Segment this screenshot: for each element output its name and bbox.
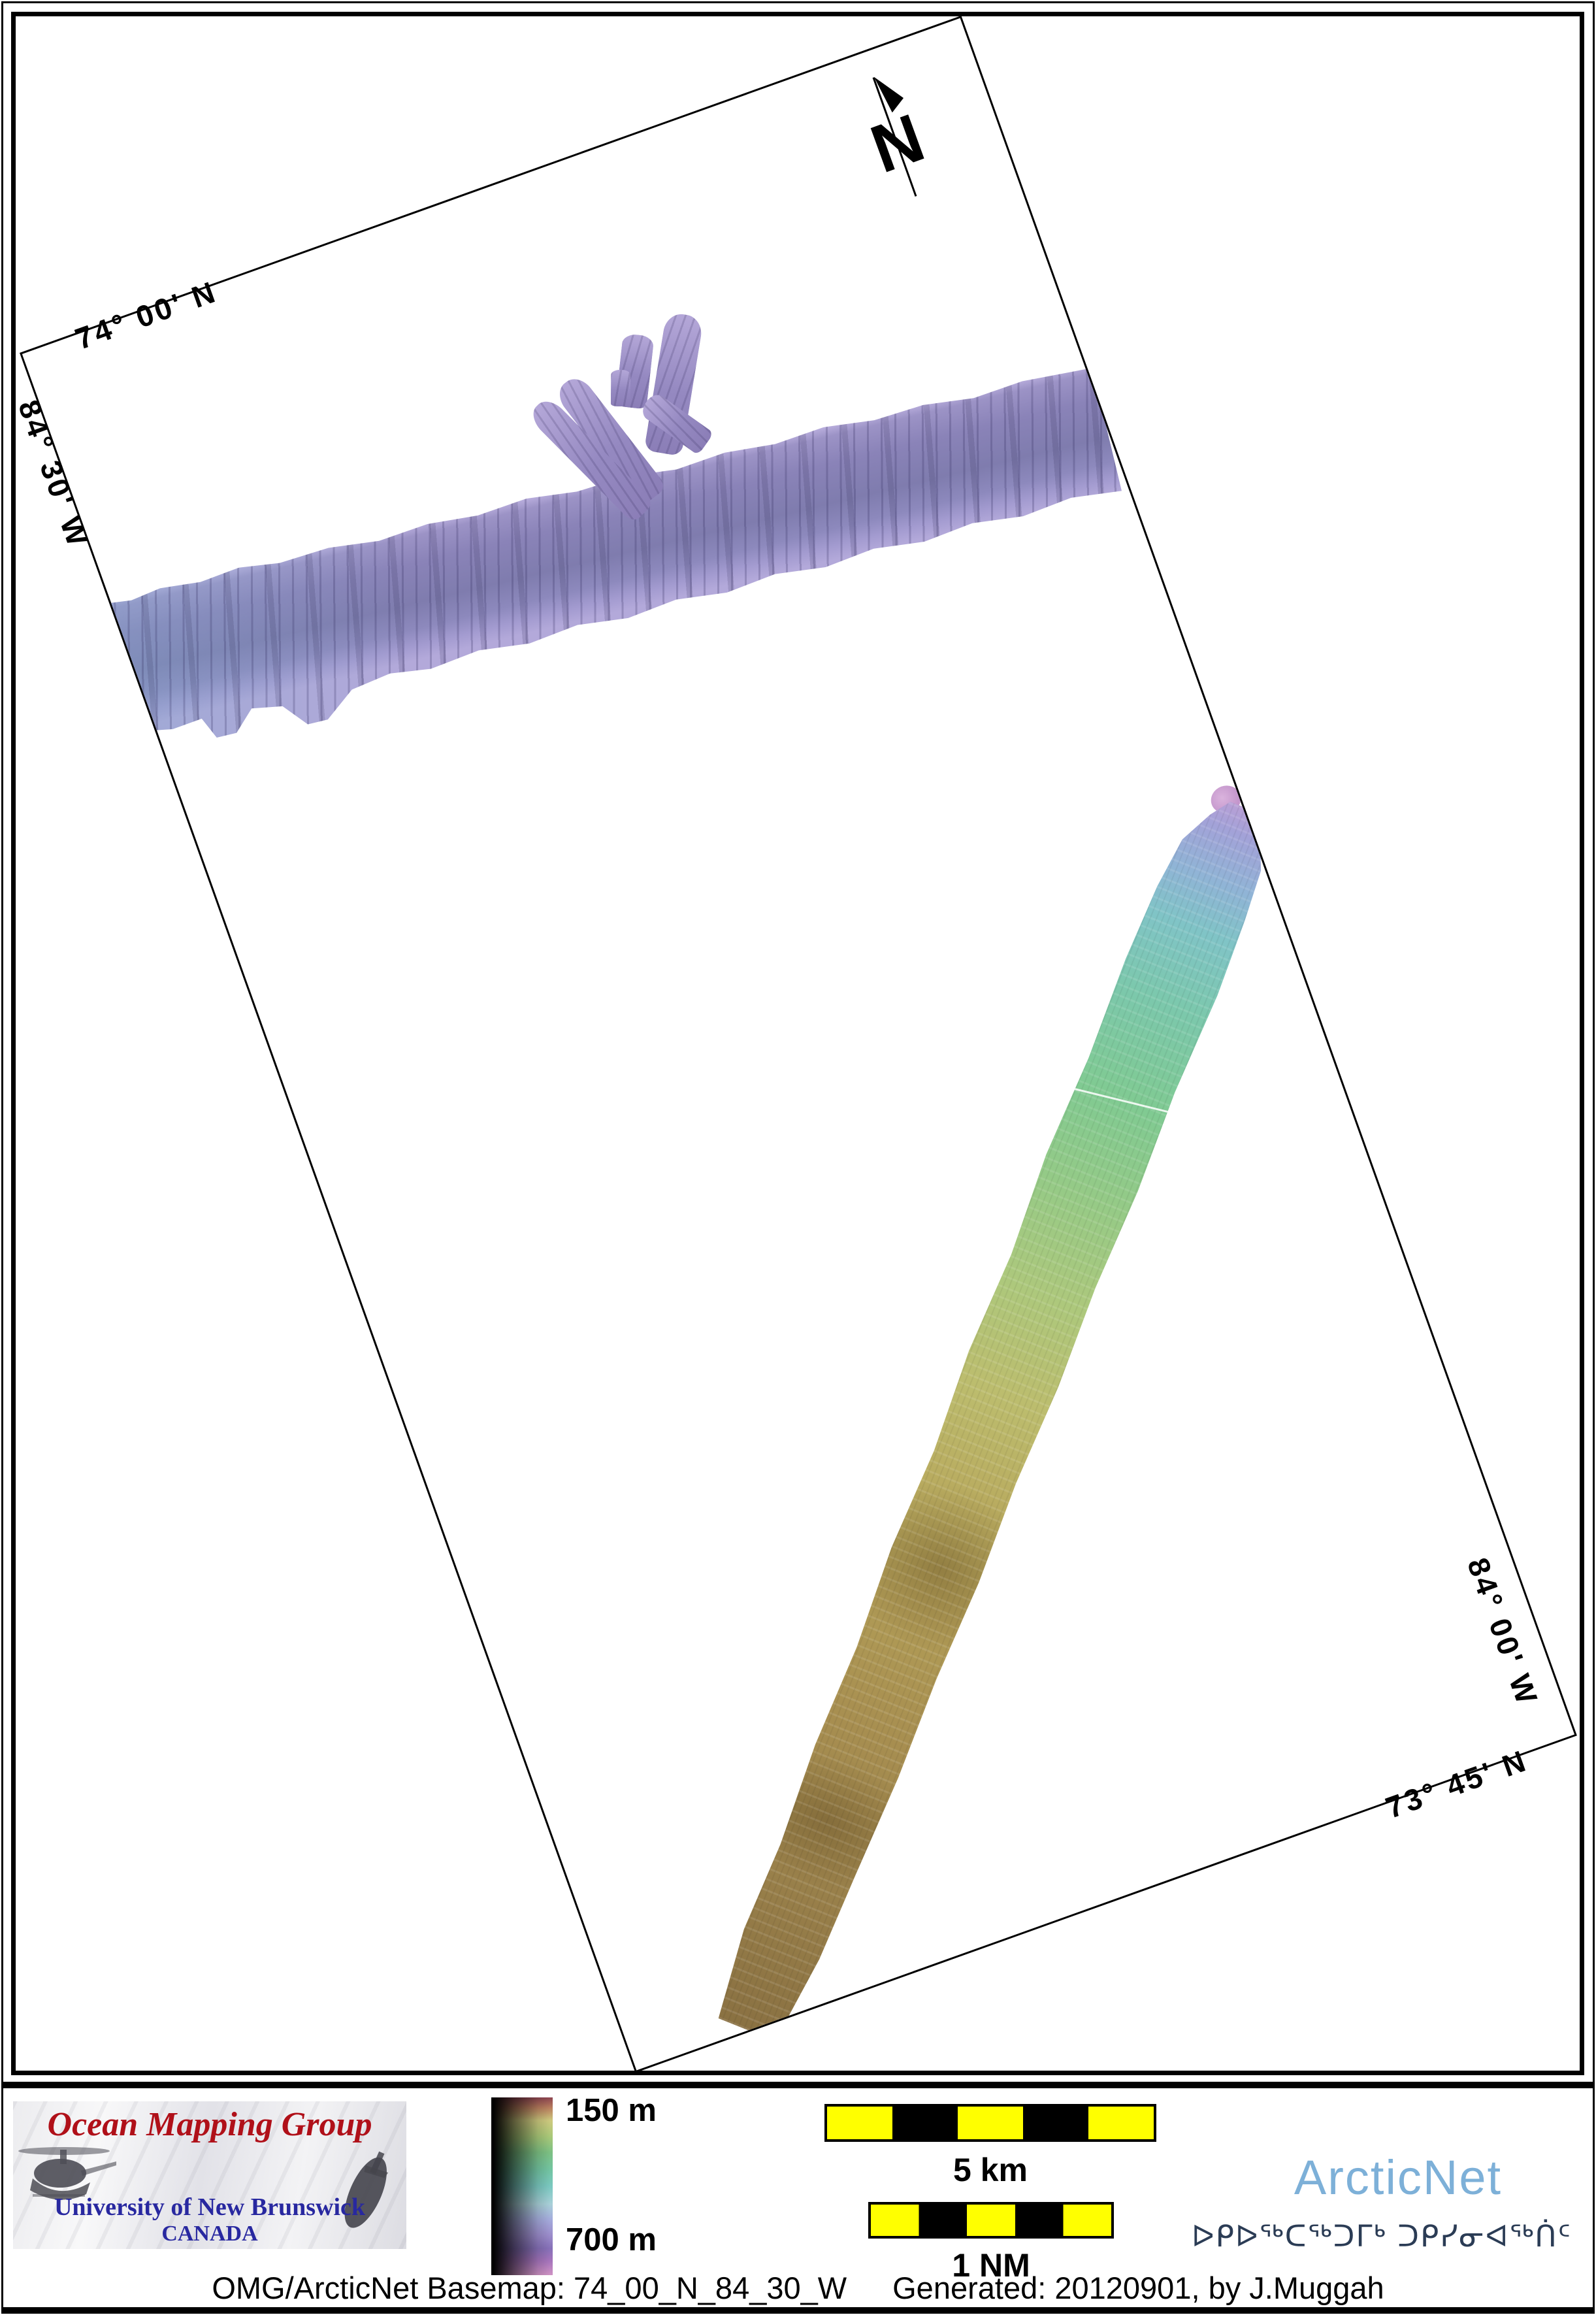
omg-logo-title: Ocean Mapping Group	[47, 2106, 372, 2143]
ship-icon	[344, 2151, 389, 2228]
panel-separator-rule	[3, 2082, 1593, 2088]
omg-logo: Ocean Mapping Group University of New Br…	[13, 2101, 406, 2249]
footer-basemap-id: OMG/ArcticNet Basemap: 74_00_N_84_30_W	[212, 2271, 847, 2305]
depth-label-deep: 700 m	[566, 2222, 657, 2258]
scalebar-nautical-miles	[868, 2202, 1114, 2239]
diagonal-transit-swath	[694, 783, 1294, 2052]
arcticnet-inuktitut-text: ᐅᑭᐅᖅᑕᖅᑐᒥᒃ ᑐᑭᓯᓂᐊᖅᑏᑦ	[1192, 2219, 1572, 2254]
depth-label-shallow: 150 m	[566, 2093, 657, 2128]
map-panel: N 74° 00' N 84° 30' W 84° 00' W 73° 45' …	[11, 12, 1584, 2075]
helicopter-icon	[18, 2147, 116, 2200]
survey-line-swath	[610, 369, 631, 407]
depth-colorbar	[491, 2097, 553, 2275]
scalebar-kilometres	[824, 2104, 1156, 2142]
omg-institution: University of New Brunswick	[54, 2193, 366, 2221]
arcticnet-logo: ArcticNet	[1294, 2150, 1503, 2205]
footer-generated: Generated: 20120901, by J.Muggah	[892, 2271, 1384, 2305]
graticule-frame	[20, 16, 1577, 2071]
swath-track-line	[1052, 1083, 1190, 1118]
bottom-border-bar	[1, 2307, 1595, 2314]
footer-caption: OMG/ArcticNet Basemap: 74_00_N_84_30_W G…	[0, 2270, 1596, 2306]
scalebar-km-label: 5 km	[953, 2152, 1028, 2188]
scalebar-nm-label: 1 NM	[952, 2247, 1030, 2284]
omg-country: CANADA	[161, 2222, 258, 2246]
